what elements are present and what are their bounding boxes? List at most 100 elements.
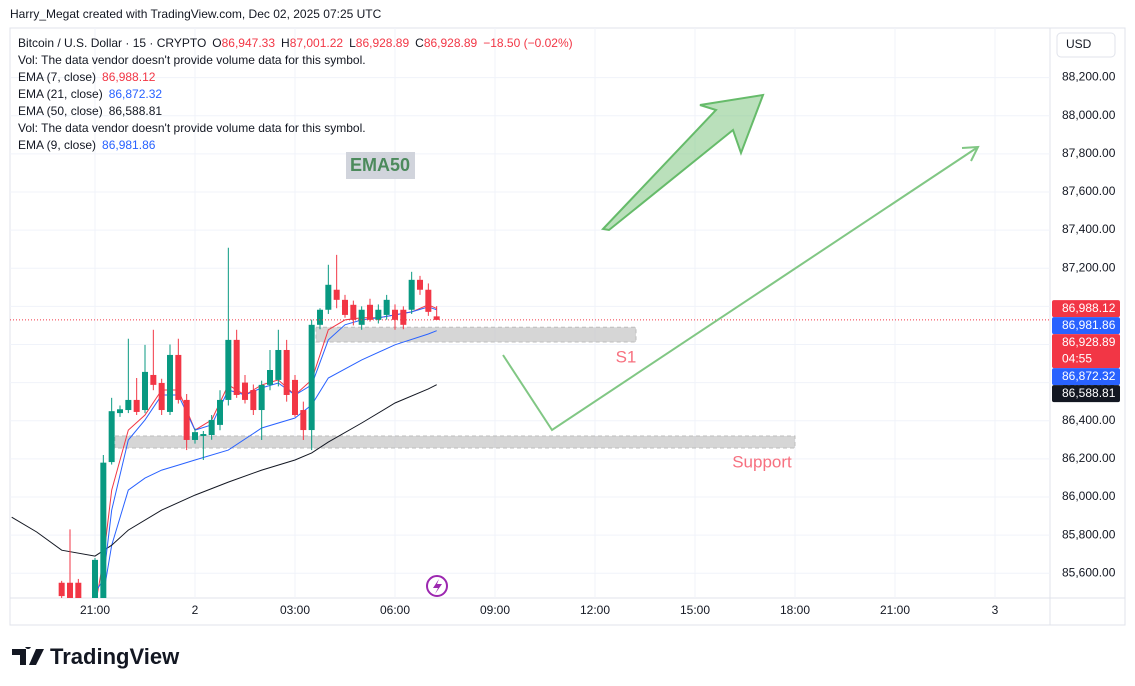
attribution: Harry_Megat created with TradingView.com… bbox=[10, 7, 382, 21]
candle-body bbox=[333, 289, 340, 300]
y-tick-label: 86,000.00 bbox=[1062, 489, 1116, 503]
ohlc-value: 86,947.33 bbox=[221, 36, 276, 50]
x-tick-label: 21:00 bbox=[80, 603, 110, 617]
candle-body bbox=[283, 349, 290, 395]
indicator-legend: EMA (9, close) 86,981.86 bbox=[18, 137, 573, 154]
candle-body bbox=[317, 309, 323, 325]
x-tick-label: 18:00 bbox=[780, 603, 810, 617]
price-label: 86,981.86 bbox=[1062, 318, 1116, 332]
indicator-legend: EMA (7, close) 86,988.12 bbox=[18, 69, 573, 86]
candle-body bbox=[200, 434, 207, 436]
projection-arrowhead bbox=[961, 145, 980, 162]
candle-body bbox=[208, 419, 215, 436]
indicator-value: 86,588.81 bbox=[108, 104, 163, 118]
candle-body bbox=[308, 324, 315, 431]
zone bbox=[114, 435, 796, 449]
candle-body bbox=[233, 339, 240, 395]
candle-body bbox=[58, 582, 65, 597]
brand-mark bbox=[12, 647, 44, 665]
candle-body bbox=[150, 374, 157, 385]
ema50-label-box bbox=[346, 152, 415, 179]
price-label-box bbox=[1052, 300, 1120, 318]
projection-path bbox=[502, 146, 979, 432]
up-arrow bbox=[600, 93, 765, 232]
price-label-box bbox=[1052, 385, 1120, 403]
ohlc-key: O bbox=[212, 36, 222, 50]
ema-line bbox=[102, 330, 437, 596]
candle-body bbox=[175, 354, 182, 400]
candle-body bbox=[367, 304, 373, 320]
brand-logo[interactable]: TradingView bbox=[12, 644, 179, 670]
y-tick-label: 88,000.00 bbox=[1062, 108, 1116, 122]
x-tick-label: 15:00 bbox=[680, 603, 710, 617]
candle-body bbox=[417, 279, 423, 290]
ema-line bbox=[96, 304, 437, 598]
x-tick-label: 09:00 bbox=[480, 603, 510, 617]
y-tick-label: 85,600.00 bbox=[1062, 565, 1116, 579]
candle-body bbox=[358, 309, 365, 325]
candle-body bbox=[108, 411, 115, 463]
candle-body bbox=[350, 304, 357, 320]
candle-body bbox=[325, 284, 332, 310]
indicator-name: EMA (50, close) bbox=[18, 104, 103, 118]
indicator-value: 86,872.32 bbox=[108, 87, 163, 101]
symbol-line: Bitcoin / U.S. Dollar · 15 · CRYPTO O86,9… bbox=[18, 35, 573, 52]
ohlc-key: L bbox=[349, 36, 356, 50]
candle-body bbox=[67, 582, 73, 598]
indicator-value: 86,981.86 bbox=[102, 138, 156, 152]
ema-line bbox=[11, 384, 437, 557]
indicator-legend: EMA (21, close) 86,872.32 bbox=[18, 86, 573, 103]
y-tick-label: 86,200.00 bbox=[1062, 451, 1116, 465]
zone bbox=[315, 326, 637, 343]
price-label-box bbox=[1052, 334, 1120, 369]
price-label: 86,872.32 bbox=[1062, 369, 1116, 383]
candle-body bbox=[275, 349, 282, 380]
chart-frame bbox=[9, 27, 1126, 626]
indicator-legend: EMA (50, close) 86,588.81 bbox=[18, 103, 573, 120]
event-icon-bolt bbox=[433, 579, 442, 594]
indicator-name: EMA (9, close) bbox=[18, 138, 97, 152]
brand-name: TradingView bbox=[50, 644, 180, 669]
candle-body bbox=[100, 462, 107, 598]
candle-body bbox=[267, 370, 273, 385]
indicator-name: EMA (21, close) bbox=[18, 87, 103, 101]
y-tick-label: 88,200.00 bbox=[1062, 70, 1116, 84]
price-label-box bbox=[1052, 368, 1120, 386]
candle-body bbox=[142, 371, 148, 411]
zone-label: Support bbox=[732, 452, 792, 471]
candle-body bbox=[250, 390, 257, 411]
candle-body bbox=[183, 399, 190, 440]
candle-body bbox=[225, 339, 232, 400]
price-label: 86,588.81 bbox=[1062, 386, 1116, 400]
y-tick-label: 87,600.00 bbox=[1062, 184, 1116, 198]
x-tick-label: 06:00 bbox=[380, 603, 410, 617]
candle-body bbox=[125, 399, 132, 411]
currency-button[interactable] bbox=[1056, 32, 1116, 58]
price-label-box bbox=[1052, 317, 1120, 335]
ohlc-value: 87,001.22 bbox=[289, 36, 344, 50]
candle-body bbox=[117, 409, 123, 414]
candle-body bbox=[217, 399, 223, 425]
candle-body bbox=[400, 309, 407, 325]
ema50-label: EMA50 bbox=[350, 155, 410, 175]
currency-label: USD bbox=[1066, 37, 1092, 51]
candle-body bbox=[258, 384, 265, 411]
candle-body bbox=[300, 410, 307, 431]
candle-body bbox=[92, 559, 98, 598]
candle-body bbox=[433, 316, 440, 320]
indicator-name: EMA (7, close) bbox=[18, 70, 97, 84]
zone-label: S1 bbox=[616, 347, 637, 366]
ohlc-key: H bbox=[281, 36, 290, 50]
y-tick-label: 87,400.00 bbox=[1062, 222, 1116, 236]
symbol: Bitcoin / U.S. Dollar · 15 · CRYPTO bbox=[18, 36, 207, 50]
candle-body bbox=[158, 382, 165, 411]
candle-body bbox=[242, 382, 248, 400]
price-label: 86,988.12 bbox=[1062, 301, 1116, 315]
x-tick-label: 03:00 bbox=[280, 603, 310, 617]
y-tick-label: 87,200.00 bbox=[1062, 260, 1116, 274]
price-change: −18.50 (−0.02%) bbox=[483, 36, 573, 50]
candle-body bbox=[342, 299, 348, 315]
candle-body bbox=[408, 279, 415, 310]
